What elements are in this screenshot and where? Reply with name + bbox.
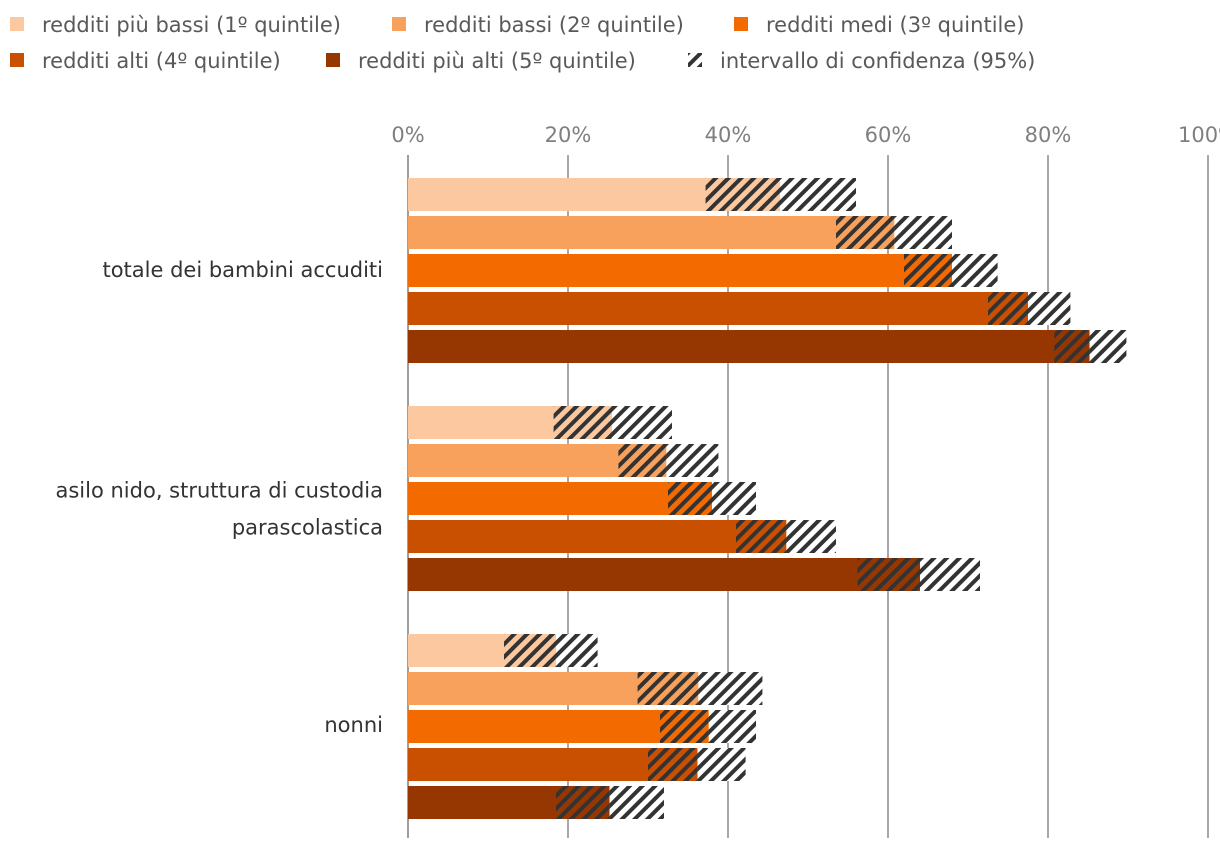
ci-upper-cat2-s3 (712, 482, 756, 515)
ci-upper-cat3-s5 (609, 786, 664, 819)
bar-cat2-s4 (408, 520, 787, 553)
ci-lower-cat3-s1 (504, 634, 556, 667)
x-axis-ticks: 0% 20% 40% 60% 80% 100% (391, 123, 1220, 147)
legend-swatch-series-5 (326, 53, 340, 67)
legend-label-confidence-interval: intervallo di confidenza (95%) (720, 49, 1035, 73)
ci-lower-cat1-s1 (705, 178, 780, 211)
legend-label-series-2: redditi bassi (2º quintile) (424, 13, 684, 37)
legend-swatch-series-3 (734, 17, 748, 31)
ci-lower-cat1-s2 (836, 216, 895, 249)
bar-cat2-s3 (408, 482, 712, 515)
legend-swatch-series-2 (392, 17, 406, 31)
bar-cat1-s5 (408, 330, 1090, 363)
ci-upper-cat3-s1 (556, 634, 598, 667)
legend-label-series-4: redditi alti (4º quintile) (42, 49, 281, 73)
ci-upper-cat3-s3 (708, 710, 756, 743)
ci-upper-cat2-s2 (666, 444, 719, 477)
ci-upper-cat3-s2 (698, 672, 763, 705)
ci-upper-cat1-s5 (1089, 330, 1127, 363)
x-tick-label: 20% (545, 123, 592, 147)
legend-swatch-series-1 (10, 17, 24, 31)
ci-upper-cat2-s1 (612, 406, 672, 439)
category-label: totale dei bambini accuditi (102, 258, 383, 282)
legend: redditi più bassi (1º quintile) redditi b… (10, 13, 1035, 73)
category-label: parascolastica (232, 516, 383, 540)
ci-upper-cat1-s1 (780, 178, 856, 211)
ci-upper-cat2-s5 (920, 558, 980, 591)
ci-lower-cat2-s5 (857, 558, 920, 591)
ci-lower-cat3-s4 (648, 748, 698, 781)
x-tick-label: 100% (1178, 123, 1220, 147)
ci-lower-cat2-s1 (553, 406, 612, 439)
ci-lower-cat1-s4 (988, 292, 1028, 325)
legend-label-series-5: redditi più alti (5º quintile) (358, 49, 636, 73)
bars (408, 178, 1127, 819)
legend-label-series-3: redditi medi (3º quintile) (766, 13, 1024, 37)
ci-lower-cat1-s5 (1054, 330, 1090, 363)
ci-lower-cat2-s4 (736, 520, 787, 553)
ci-upper-cat1-s2 (894, 216, 952, 249)
ci-upper-cat1-s3 (952, 254, 998, 287)
ci-lower-cat2-s3 (668, 482, 712, 515)
x-tick-label: 80% (1025, 123, 1072, 147)
x-tick-label: 60% (865, 123, 912, 147)
ci-lower-cat1-s3 (904, 254, 952, 287)
bar-cat3-s3 (408, 710, 709, 743)
category-label: nonni (324, 713, 383, 737)
ci-upper-cat1-s4 (1028, 292, 1071, 325)
bar-cat1-s2 (408, 216, 895, 249)
legend-label-series-1: redditi più bassi (1º quintile) (42, 13, 341, 37)
ci-upper-cat3-s4 (697, 748, 746, 781)
ci-lower-cat3-s5 (556, 786, 610, 819)
category-label: asilo nido, struttura di custodia (56, 479, 384, 503)
legend-swatch-confidence-interval (688, 53, 702, 67)
x-tick-label: 0% (391, 123, 424, 147)
ci-lower-cat3-s2 (637, 672, 699, 705)
bar-cat2-s5 (408, 558, 920, 591)
bar-cat1-s4 (408, 292, 1028, 325)
x-tick-label: 40% (705, 123, 752, 147)
ci-upper-cat2-s4 (786, 520, 836, 553)
ci-lower-cat2-s2 (618, 444, 667, 477)
legend-swatch-series-4 (10, 53, 24, 67)
category-labels: totale dei bambini accuditi asilo nido, s… (56, 258, 384, 737)
ci-lower-cat3-s3 (660, 710, 709, 743)
bar-cat1-s3 (408, 254, 952, 287)
